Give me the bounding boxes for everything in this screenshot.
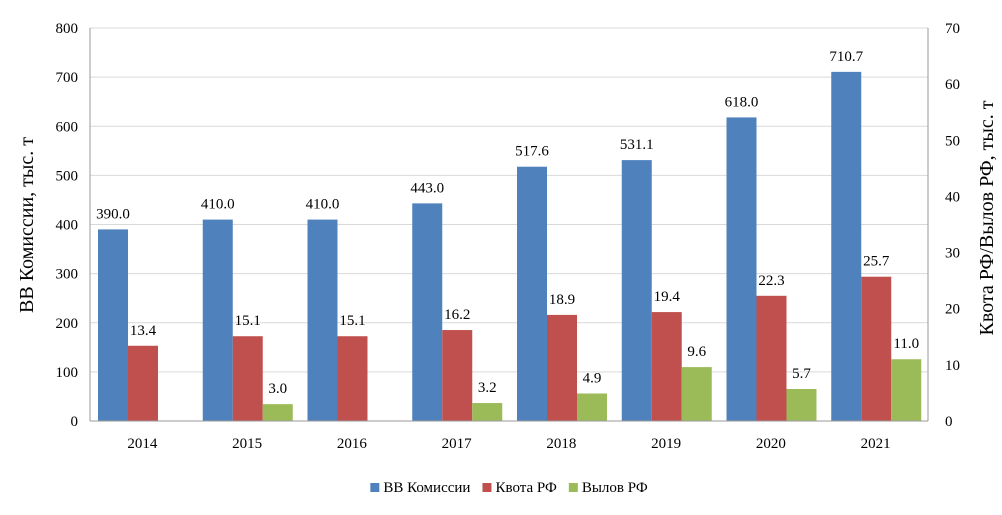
left-tick-label: 600 <box>56 119 79 135</box>
left-tick-label: 200 <box>56 316 79 332</box>
left-axis-title: ВВ Комиссии, тыс. т <box>16 137 38 313</box>
data-label: 9.6 <box>687 344 706 360</box>
bar <box>307 219 338 421</box>
x-axis-ticks: 2014 2015 2016 2017 2018 2019 2020 2021 <box>127 436 890 452</box>
legend-item: Квота РФ <box>482 480 557 496</box>
data-label: 531.1 <box>620 137 654 153</box>
bar <box>98 229 128 421</box>
bar <box>202 219 233 421</box>
data-labels: 390.0 13.4 410.0 15.1 3.0 410.0 15.1 443.0 16.2 3… <box>96 49 919 397</box>
left-tick-label: 700 <box>56 70 79 86</box>
data-label: 443.0 <box>410 180 444 196</box>
data-label: 15.1 <box>235 313 261 329</box>
legend-swatch <box>370 483 380 492</box>
bar <box>442 330 473 421</box>
legend-item: ВВ Комиссии <box>370 480 470 496</box>
x-tick-label: 2021 <box>861 436 891 452</box>
bar <box>891 359 922 421</box>
data-label: 15.1 <box>339 313 365 329</box>
data-label: 16.2 <box>444 307 470 323</box>
x-tick-label: 2019 <box>651 436 681 452</box>
data-label: 5.7 <box>792 366 811 382</box>
data-label: 22.3 <box>758 273 784 289</box>
data-label: 410.0 <box>201 197 235 213</box>
bar <box>651 312 682 421</box>
legend: ВВ Комиссии Квота РФ Вылов РФ <box>370 480 648 496</box>
data-label: 710.7 <box>829 49 863 65</box>
left-tick-label: 800 <box>56 21 79 37</box>
x-tick-label: 2014 <box>127 436 158 452</box>
bar <box>232 336 263 421</box>
bar <box>726 117 757 421</box>
legend-label: Квота РФ <box>495 480 557 496</box>
bars <box>98 71 922 422</box>
legend-label: Вылов РФ <box>582 480 648 496</box>
legend-item: Вылов РФ <box>568 480 648 496</box>
bar <box>547 314 577 421</box>
bar <box>621 160 652 422</box>
bar <box>262 404 293 421</box>
right-tick-label: 10 <box>945 358 960 374</box>
data-label: 13.4 <box>130 323 157 339</box>
right-tick-label: 20 <box>945 302 960 318</box>
x-tick-label: 2020 <box>756 436 786 452</box>
bar <box>861 276 892 421</box>
right-tick-label: 60 <box>945 77 960 93</box>
right-tick-label: 70 <box>945 21 960 37</box>
x-tick-label: 2018 <box>546 436 576 452</box>
right-tick-label: 40 <box>945 189 960 205</box>
right-tick-label: 50 <box>945 133 960 149</box>
data-label: 410.0 <box>306 197 340 213</box>
x-tick-label: 2017 <box>442 436 473 452</box>
left-tick-label: 500 <box>56 168 79 184</box>
right-tick-label: 0 <box>945 414 953 430</box>
data-label: 618.0 <box>725 94 759 110</box>
left-axis-ticks: 0 100 200 300 400 500 600 700 800 <box>56 21 79 430</box>
left-tick-label: 400 <box>56 218 79 234</box>
x-tick-label: 2015 <box>232 436 262 452</box>
data-label: 390.0 <box>96 206 130 222</box>
data-label: 18.9 <box>549 292 575 308</box>
bar <box>337 336 368 421</box>
data-label: 25.7 <box>863 254 890 270</box>
data-label: 3.2 <box>478 380 497 396</box>
bar <box>577 393 607 421</box>
legend-swatch <box>568 483 578 492</box>
x-tick-label: 2016 <box>337 436 368 452</box>
data-label: 517.6 <box>515 144 549 160</box>
data-label: 4.9 <box>583 370 602 386</box>
left-tick-label: 100 <box>56 365 79 381</box>
bar <box>412 203 443 421</box>
legend-label: ВВ Комиссии <box>383 480 470 496</box>
data-label: 3.0 <box>268 381 287 397</box>
bar <box>756 295 787 421</box>
bar <box>472 403 503 421</box>
bar <box>128 345 158 421</box>
bar <box>681 367 712 421</box>
data-label: 19.4 <box>654 289 681 305</box>
left-tick-label: 0 <box>71 414 79 430</box>
right-axis-title: Квота РФ/Вылов РФ, тыс. т <box>976 100 998 335</box>
data-label: 11.0 <box>893 336 919 352</box>
bar <box>517 166 547 421</box>
bar <box>831 71 862 421</box>
bar <box>786 388 817 421</box>
right-axis-ticks: 0 10 20 30 40 50 60 70 <box>945 21 960 430</box>
legend-swatch <box>482 483 492 492</box>
right-tick-label: 30 <box>945 246 960 262</box>
left-tick-label: 300 <box>56 267 79 283</box>
